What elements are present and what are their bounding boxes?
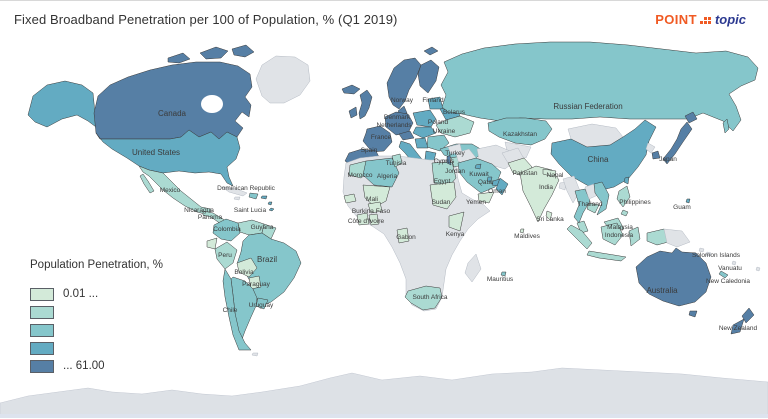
legend-label-1: 0.01 ... (63, 288, 99, 300)
country-colombia[interactable] (212, 218, 241, 242)
legend-swatch-5 (30, 359, 54, 373)
country-madagascar (464, 253, 482, 283)
country-fiji (755, 266, 761, 272)
country-vietnam[interactable] (593, 181, 610, 216)
country-canada-arctic-islands[interactable] (167, 44, 255, 64)
svalbard (423, 46, 439, 56)
country-greenland (255, 55, 311, 104)
country-cote-d-ivoire[interactable] (356, 212, 370, 226)
country-thailand[interactable] (573, 188, 591, 224)
country-united-kingdom[interactable] (358, 89, 373, 120)
country-new-zealand[interactable] (730, 307, 755, 335)
country-south-africa[interactable] (404, 285, 443, 311)
legend-row-4 (30, 339, 163, 357)
country-cambodia[interactable] (586, 202, 600, 214)
country-paraguay[interactable] (248, 275, 262, 290)
country-saudi-arabia[interactable] (457, 157, 502, 194)
country-new-caledonia[interactable] (718, 270, 729, 279)
pointtopic-logo: POINT topic (655, 12, 746, 27)
legend-row-1: 0.01 ... (30, 285, 163, 303)
country-indonesia[interactable] (566, 222, 673, 262)
country-algeria[interactable] (362, 157, 400, 188)
country-chile[interactable] (222, 268, 252, 351)
hudson-bay (201, 95, 223, 113)
logo-grid-icon (699, 17, 711, 24)
country-france[interactable] (362, 125, 393, 153)
country-oman[interactable] (495, 177, 509, 196)
country-poland[interactable] (412, 109, 437, 128)
legend-row-3 (30, 321, 163, 339)
country-maldives[interactable] (519, 228, 525, 234)
country-china[interactable] (550, 119, 657, 192)
country-yemen[interactable] (477, 191, 495, 204)
country-israel[interactable] (446, 154, 452, 166)
country-peru[interactable] (214, 241, 238, 270)
country-kuwait[interactable] (474, 163, 482, 170)
country-senegal[interactable] (343, 193, 357, 204)
country-philippines[interactable] (616, 185, 631, 217)
country-kenya[interactable] (448, 211, 465, 232)
legend: Population Penetration, % 0.01 ... ... 61… (30, 259, 163, 375)
country-uruguay[interactable] (255, 297, 269, 310)
country-india[interactable] (519, 165, 560, 223)
country-north-korea (645, 142, 656, 154)
country-ukraine[interactable] (435, 115, 475, 138)
country-kazakhstan[interactable] (487, 117, 553, 146)
country-ireland[interactable] (348, 106, 358, 119)
country-sudan[interactable] (429, 181, 457, 210)
legend-swatch-1 (30, 287, 54, 301)
world-map (0, 41, 768, 419)
legend-items: 0.01 ... ... 61.00 (30, 285, 163, 375)
legend-swatch-2 (30, 305, 54, 319)
country-puerto-rico[interactable] (260, 195, 268, 200)
country-gabon[interactable] (396, 227, 410, 244)
bottom-strip (0, 414, 768, 418)
country-ghana[interactable] (368, 213, 380, 226)
legend-label-5: ... 61.00 (63, 360, 105, 372)
country-south-korea[interactable] (651, 150, 661, 160)
country-cuba (221, 186, 248, 197)
country-papua-new-guinea (663, 228, 691, 248)
country-sri-lanka[interactable] (545, 210, 553, 221)
country-australia[interactable] (635, 247, 712, 318)
country-tunisia[interactable] (391, 153, 403, 168)
logo-point-text: POINT (655, 12, 697, 27)
country-russian-federation[interactable] (440, 41, 759, 132)
country-bolivia[interactable] (236, 257, 258, 278)
country-finland[interactable] (417, 59, 440, 94)
country-qatar[interactable] (486, 176, 493, 183)
legend-swatch-4 (30, 341, 54, 355)
country-jamaica (233, 196, 241, 201)
country-balkans[interactable] (414, 137, 429, 149)
logo-topic-text: topic (714, 12, 746, 27)
country-switzerland-austria[interactable] (398, 130, 415, 141)
falkland-islands (251, 352, 259, 357)
country-solomon-islands (698, 247, 712, 257)
country-burkina-faso[interactable] (367, 201, 383, 214)
country-iceland[interactable] (341, 84, 361, 95)
country-mauritius[interactable] (500, 271, 507, 277)
country-vanuatu (731, 260, 737, 266)
page-title: Fixed Broadband Penetration per 100 of P… (14, 12, 398, 27)
legend-row-5: ... 61.00 (30, 357, 163, 375)
region-antarctica (0, 367, 768, 416)
country-norway-sweden[interactable] (386, 57, 422, 110)
country-dominican-republic[interactable] (248, 192, 259, 200)
country-czechia-hungary[interactable] (412, 126, 437, 139)
legend-row-2 (30, 303, 163, 321)
legend-title: Population Penetration, % (30, 259, 163, 271)
country-nepal[interactable] (542, 168, 557, 178)
country-guam[interactable] (685, 198, 691, 204)
legend-swatch-3 (30, 323, 54, 337)
sakhalin (722, 118, 730, 134)
header: Fixed Broadband Penetration per 100 of P… (0, 1, 768, 41)
country-germany-netherlands[interactable] (384, 111, 414, 136)
country-taiwan[interactable] (623, 176, 630, 185)
country-saint-lucia[interactable] (267, 201, 275, 212)
country-japan[interactable] (662, 111, 698, 165)
